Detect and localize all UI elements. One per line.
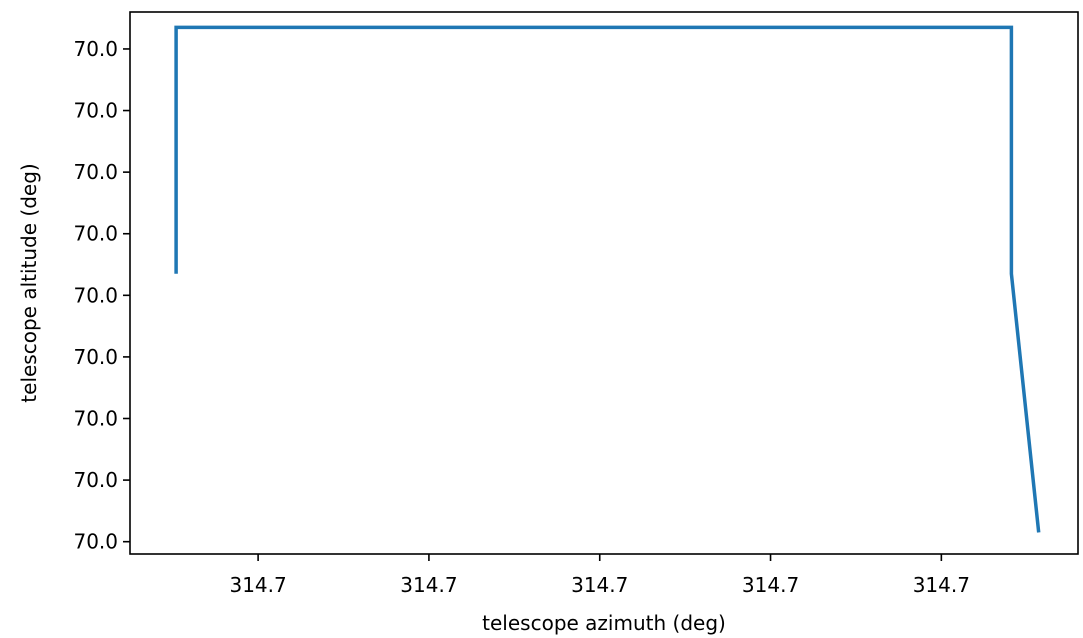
x-tick-label: 314.7 bbox=[229, 573, 286, 597]
x-tick-label: 314.7 bbox=[742, 573, 799, 597]
y-tick-label: 70.0 bbox=[73, 468, 118, 492]
y-axis-label: telescope altitude (deg) bbox=[17, 163, 41, 402]
x-tick-label: 314.7 bbox=[913, 573, 970, 597]
y-tick-label: 70.0 bbox=[73, 407, 118, 431]
x-axis-label: telescope azimuth (deg) bbox=[482, 611, 726, 635]
x-tick-label: 314.7 bbox=[400, 573, 457, 597]
y-tick-label: 70.0 bbox=[73, 99, 118, 123]
y-tick-label: 70.0 bbox=[73, 283, 118, 307]
series-line-0 bbox=[174, 25, 1041, 533]
y-tick-label: 70.0 bbox=[73, 222, 118, 246]
y-tick-label: 70.0 bbox=[73, 37, 118, 61]
y-tick-label: 70.0 bbox=[73, 345, 118, 369]
y-axis: 70.0 70.0 70.0 70.0 70.0 70.0 70.0 70.0 70.0 bbox=[73, 37, 130, 554]
x-axis: 314.7 314.7 314.7 314.7 314.7 bbox=[229, 554, 970, 597]
y-tick-label: 70.0 bbox=[73, 530, 118, 554]
y-tick-label: 70.0 bbox=[73, 160, 118, 184]
plot-frame bbox=[129, 11, 1079, 555]
x-tick-label: 314.7 bbox=[571, 573, 628, 597]
series-layer bbox=[174, 25, 1041, 533]
